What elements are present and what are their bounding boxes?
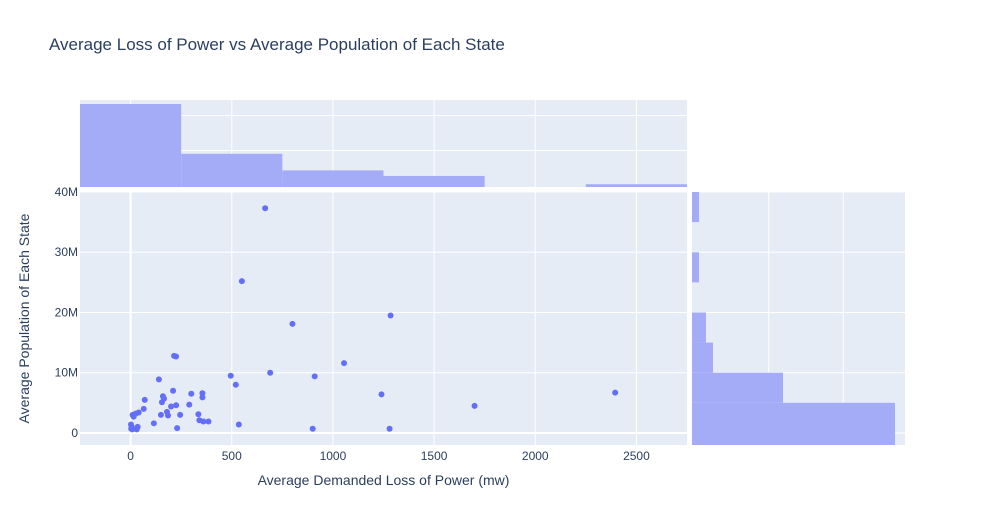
scatter-point[interactable] bbox=[173, 402, 180, 409]
scatter-point[interactable] bbox=[170, 387, 177, 394]
scatter-point[interactable] bbox=[200, 418, 207, 425]
right-histogram-bars bbox=[692, 192, 895, 445]
scatter-plot-background bbox=[80, 192, 687, 445]
x-axis-ticks: 0 500 1000 1500 2000 2500 bbox=[127, 449, 650, 463]
scatter-point[interactable] bbox=[378, 391, 385, 398]
scatter-points bbox=[127, 205, 619, 433]
top-histogram-bar[interactable] bbox=[585, 184, 687, 187]
right-histogram-bar[interactable] bbox=[692, 312, 706, 343]
scatter-point[interactable] bbox=[471, 402, 478, 409]
right-histogram-bar[interactable] bbox=[692, 342, 713, 373]
scatter-point[interactable] bbox=[227, 372, 234, 379]
scatter-point[interactable] bbox=[188, 390, 195, 397]
scatter-point[interactable] bbox=[141, 396, 148, 403]
scatter-point[interactable] bbox=[386, 425, 393, 432]
x-tick-label: 0 bbox=[127, 449, 134, 463]
scatter-point[interactable] bbox=[165, 412, 172, 419]
y-tick-label: 10M bbox=[55, 366, 78, 380]
scatter-point[interactable] bbox=[238, 278, 245, 285]
right-histogram-bar[interactable] bbox=[692, 252, 699, 283]
x-tick-label: 1000 bbox=[320, 449, 347, 463]
y-tick-label: 0 bbox=[71, 426, 78, 440]
y-axis-ticks: 0 10M 20M 30M 40M bbox=[55, 185, 79, 440]
x-tick-label: 2500 bbox=[623, 449, 650, 463]
scatter-point[interactable] bbox=[129, 426, 136, 433]
scatter-point[interactable] bbox=[186, 401, 193, 408]
scatter-point[interactable] bbox=[612, 389, 619, 396]
right-histogram-bar[interactable] bbox=[692, 402, 895, 445]
scatter-point[interactable] bbox=[387, 312, 394, 319]
y-tick-label: 30M bbox=[55, 245, 78, 259]
x-axis-title: Average Demanded Loss of Power (mw) bbox=[258, 472, 510, 488]
scatter-point[interactable] bbox=[341, 360, 348, 367]
scatter-point[interactable] bbox=[134, 423, 141, 430]
scatter-point[interactable] bbox=[309, 425, 316, 432]
scatter-point[interactable] bbox=[140, 405, 147, 412]
scatter-point[interactable] bbox=[311, 373, 318, 380]
scatter-point[interactable] bbox=[150, 420, 157, 427]
scatter-point[interactable] bbox=[157, 411, 164, 418]
top-histogram-bar[interactable] bbox=[282, 170, 384, 187]
scatter-point[interactable] bbox=[155, 376, 162, 383]
scatter-point[interactable] bbox=[232, 381, 239, 388]
scatter-point[interactable] bbox=[168, 403, 175, 410]
chart-title: Average Loss of Power vs Average Populat… bbox=[49, 35, 505, 54]
scatter-point[interactable] bbox=[160, 395, 167, 402]
scatter-point[interactable] bbox=[135, 409, 142, 416]
x-tick-label: 1500 bbox=[421, 449, 448, 463]
right-histogram-bar[interactable] bbox=[692, 372, 783, 403]
scatter-point[interactable] bbox=[205, 418, 212, 425]
top-histogram-bar[interactable] bbox=[181, 153, 283, 187]
scatter-point[interactable] bbox=[235, 421, 242, 428]
scatter-point[interactable] bbox=[267, 369, 274, 376]
scatter-grid bbox=[80, 191, 687, 445]
x-tick-label: 500 bbox=[222, 449, 242, 463]
right-histogram-bar[interactable] bbox=[692, 192, 699, 223]
top-histogram-bar[interactable] bbox=[383, 175, 485, 187]
scatter-point[interactable] bbox=[199, 394, 206, 401]
top-histogram-bar[interactable] bbox=[80, 104, 182, 187]
scatter-point[interactable] bbox=[262, 205, 269, 212]
scatter-point[interactable] bbox=[195, 411, 202, 418]
scatter-point[interactable] bbox=[173, 353, 180, 360]
y-axis-title: Average Population of Each State bbox=[16, 213, 32, 423]
y-tick-label: 40M bbox=[55, 185, 78, 199]
top-histogram-grid bbox=[80, 100, 687, 187]
scatter-point[interactable] bbox=[177, 411, 184, 418]
scatter-point[interactable] bbox=[199, 390, 206, 397]
scatter-point[interactable] bbox=[174, 425, 181, 432]
scatter-point[interactable] bbox=[289, 320, 296, 327]
y-tick-label: 20M bbox=[55, 305, 78, 319]
top-histogram-bars bbox=[80, 104, 687, 187]
x-tick-label: 2000 bbox=[522, 449, 549, 463]
